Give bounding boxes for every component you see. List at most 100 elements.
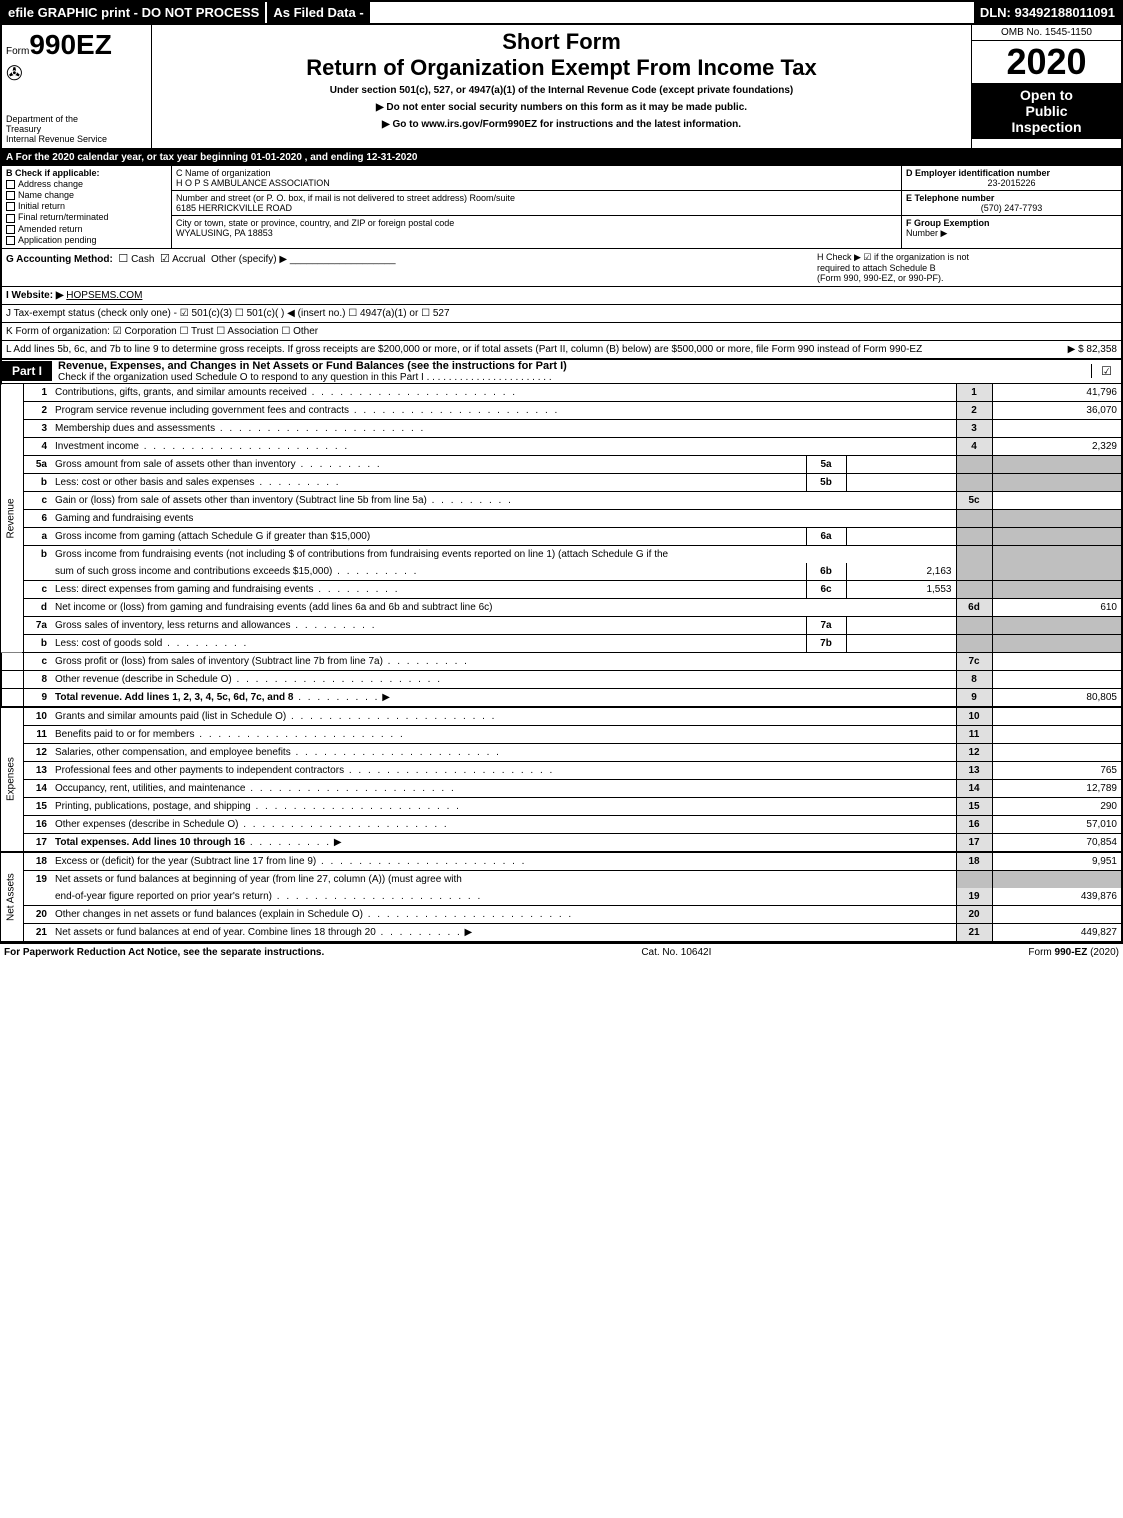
- l5c-num: c: [23, 491, 51, 509]
- row-k: K Form of organization: ☑ Corporation ☐ …: [0, 323, 1123, 341]
- l6b-desc: Gross income from fundraising events (no…: [51, 545, 956, 563]
- efile-label: efile GRAPHIC print - DO NOT PROCESS: [2, 2, 265, 23]
- l16-val: 57,010: [992, 815, 1122, 833]
- c-city-cell: City or town, state or province, country…: [172, 216, 901, 240]
- l2-num: 2: [23, 401, 51, 419]
- part1-check[interactable]: ☑: [1091, 364, 1121, 378]
- l5a-grey: [956, 455, 992, 473]
- l1-val: 41,796: [992, 384, 1122, 402]
- l6b-sn: 6b: [806, 563, 846, 581]
- l6b-sv: 2,163: [846, 563, 956, 581]
- part1-header: Part I Revenue, Expenses, and Changes in…: [0, 360, 1123, 384]
- cb-initial-return[interactable]: Initial return: [6, 201, 167, 211]
- omb-number: OMB No. 1545-1150: [972, 25, 1121, 41]
- l5b-desc: Less: cost or other basis and sales expe…: [55, 477, 341, 488]
- l14-num: 14: [23, 779, 51, 797]
- l6b-desc2: sum of such gross income and contributio…: [55, 566, 418, 577]
- b-label: B Check if applicable:: [6, 168, 167, 178]
- instr-2: ▶ Go to www.irs.gov/Form990EZ for instru…: [160, 119, 963, 130]
- subtitle: Under section 501(c), 527, or 4947(a)(1)…: [160, 85, 963, 96]
- l4-num: 4: [23, 437, 51, 455]
- row-j: J Tax-exempt status (check only one) - ☑…: [0, 305, 1123, 323]
- d-ein-cell: D Employer identification number 23-2015…: [902, 166, 1121, 191]
- org-addr: 6185 HERRICKVILLE ROAD: [176, 203, 897, 213]
- open-line2: Public: [976, 103, 1117, 119]
- l9-desc: Total revenue. Add lines 1, 2, 3, 4, 5c,…: [55, 692, 293, 703]
- h-line1: H Check ▶ ☑ if the organization is not: [817, 252, 1117, 263]
- c-addr-cell: Number and street (or P. O. box, if mail…: [172, 191, 901, 216]
- l15-desc: Printing, publications, postage, and shi…: [55, 801, 461, 812]
- l1-desc: Contributions, gifts, grants, and simila…: [55, 387, 517, 398]
- l9-num: 9: [23, 688, 51, 707]
- cb-name-change[interactable]: Name change: [6, 190, 167, 200]
- dln-label: DLN: 93492188011091: [974, 2, 1121, 23]
- website-link[interactable]: HOPSEMS.COM: [66, 290, 142, 301]
- cb-amended-return[interactable]: Amended return: [6, 224, 167, 234]
- l7c-desc: Gross profit or (loss) from sales of inv…: [55, 656, 469, 667]
- l3-desc: Membership dues and assessments: [55, 423, 425, 434]
- l5b-sv: [846, 473, 956, 491]
- row-i: I Website: ▶ HOPSEMS.COM: [0, 287, 1123, 305]
- section-bcd: B Check if applicable: Address change Na…: [0, 166, 1123, 249]
- l14-val: 12,789: [992, 779, 1122, 797]
- l5b-num: b: [23, 473, 51, 491]
- l10-rnum: 10: [956, 707, 992, 726]
- l14-desc: Occupancy, rent, utilities, and maintena…: [55, 783, 456, 794]
- cb-final-return[interactable]: Final return/terminated: [6, 212, 167, 222]
- l10-val: [992, 707, 1122, 726]
- l7c-num: c: [23, 652, 51, 670]
- tax-year: 2020: [972, 41, 1121, 83]
- l6-num: 6: [23, 509, 51, 527]
- footer: For Paperwork Reduction Act Notice, see …: [0, 943, 1123, 961]
- l15-num: 15: [23, 797, 51, 815]
- cb-application-pending[interactable]: Application pending: [6, 235, 167, 245]
- revenue-side-label: Revenue: [1, 384, 23, 653]
- l21-desc: Net assets or fund balances at end of ye…: [55, 927, 376, 938]
- l14-rnum: 14: [956, 779, 992, 797]
- l20-val: [992, 905, 1122, 923]
- cb-cash[interactable]: [118, 254, 128, 265]
- header-left: Form990EZ ✇ Department of the Treasury I…: [2, 25, 152, 148]
- g-label: G Accounting Method:: [6, 254, 113, 265]
- h-check: H Check ▶ ☑ if the organization is not r…: [817, 252, 1117, 283]
- col-d: D Employer identification number 23-2015…: [901, 166, 1121, 248]
- l10-desc: Grants and similar amounts paid (list in…: [55, 711, 496, 722]
- l17-num: 17: [23, 833, 51, 852]
- l19-val: 439,876: [992, 888, 1122, 906]
- header-right: OMB No. 1545-1150 2020 Open to Public In…: [971, 25, 1121, 148]
- l8-val: [992, 670, 1122, 688]
- part1-title: Revenue, Expenses, and Changes in Net As…: [52, 360, 1091, 383]
- l18-num: 18: [23, 852, 51, 871]
- l3-num: 3: [23, 419, 51, 437]
- org-name: H O P S AMBULANCE ASSOCIATION: [176, 178, 897, 188]
- tel-label: E Telephone number: [906, 193, 1117, 203]
- l12-val: [992, 743, 1122, 761]
- l4-val: 2,329: [992, 437, 1122, 455]
- l6a-sv: [846, 527, 956, 545]
- l13-rnum: 13: [956, 761, 992, 779]
- l5a-sn: 5a: [806, 455, 846, 473]
- l21-val: 449,827: [992, 923, 1122, 942]
- form-number: 990EZ: [29, 29, 112, 60]
- cb-address-change[interactable]: Address change: [6, 179, 167, 189]
- l15-rnum: 15: [956, 797, 992, 815]
- l2-desc: Program service revenue including govern…: [55, 405, 559, 416]
- l17-val: 70,854: [992, 833, 1122, 852]
- l6c-desc: Less: direct expenses from gaming and fu…: [55, 584, 400, 595]
- h-line2: required to attach Schedule B: [817, 263, 1117, 273]
- l5c-desc: Gain or (loss) from sale of assets other…: [55, 495, 513, 506]
- footer-right: Form 990-EZ (2020): [1028, 947, 1119, 958]
- l19-desc: Net assets or fund balances at beginning…: [51, 870, 956, 888]
- l5a-desc: Gross amount from sale of assets other t…: [55, 459, 382, 470]
- l19-desc2: end-of-year figure reported on prior yea…: [55, 891, 482, 902]
- l-text: L Add lines 5b, 6c, and 7b to line 9 to …: [6, 344, 997, 355]
- l12-rnum: 12: [956, 743, 992, 761]
- l7a-num: 7a: [23, 616, 51, 634]
- l7b-num: b: [23, 634, 51, 652]
- l4-rnum: 4: [956, 437, 992, 455]
- l7b-sv: [846, 634, 956, 652]
- cb-accrual[interactable]: [160, 254, 170, 265]
- l12-num: 12: [23, 743, 51, 761]
- col-c: C Name of organization H O P S AMBULANCE…: [172, 166, 901, 248]
- open-line3: Inspection: [976, 119, 1117, 135]
